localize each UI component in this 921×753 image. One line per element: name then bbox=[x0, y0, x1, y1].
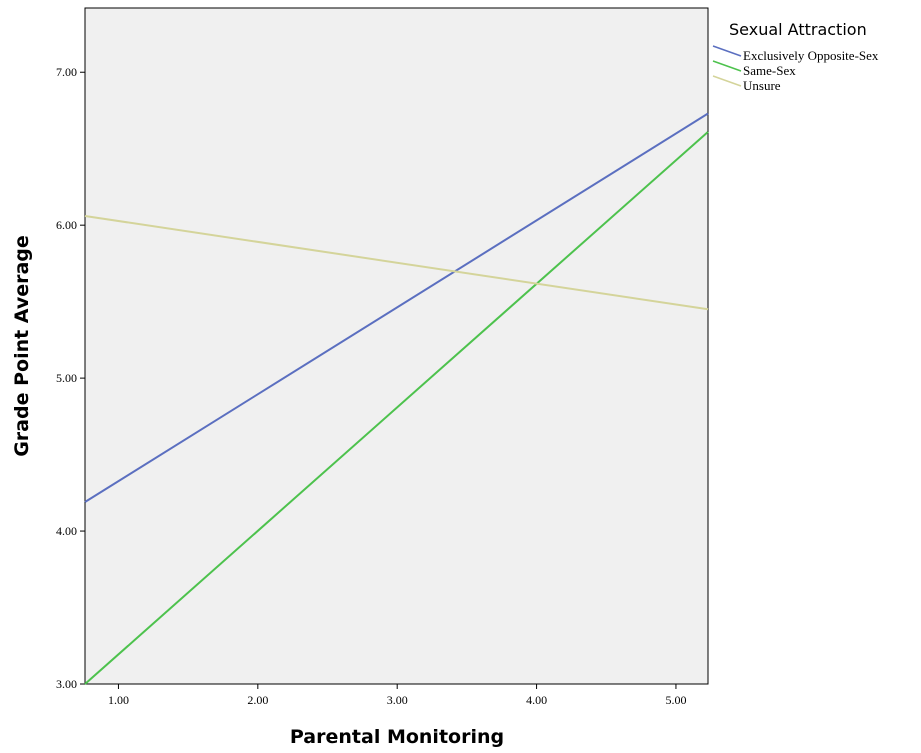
series-lines bbox=[84, 112, 709, 685]
series-line-exclusively-opposite-sex bbox=[84, 112, 709, 503]
y-axis: 3.00 4.00 5.00 6.00 7.00 bbox=[56, 65, 85, 691]
y-tick-label: 5.00 bbox=[56, 371, 77, 385]
legend-swatch bbox=[712, 45, 742, 57]
legend-title: Sexual Attraction bbox=[729, 20, 867, 39]
y-tick-label: 4.00 bbox=[56, 524, 77, 538]
y-tick-label: 3.00 bbox=[56, 677, 77, 691]
series-line-same-sex bbox=[84, 131, 709, 685]
x-tick-label: 4.00 bbox=[526, 693, 547, 707]
x-axis: 1.00 2.00 3.00 4.00 5.00 bbox=[108, 684, 686, 707]
legend-swatch bbox=[712, 75, 742, 87]
x-axis-title: Parental Monitoring bbox=[290, 726, 504, 748]
plot-area bbox=[84, 7, 709, 685]
y-tick-label: 6.00 bbox=[56, 218, 77, 232]
x-tick-label: 2.00 bbox=[247, 693, 268, 707]
x-tick-label: 3.00 bbox=[387, 693, 408, 707]
legend-swatch bbox=[712, 60, 742, 72]
y-axis-title: Grade Point Average bbox=[11, 235, 33, 457]
x-tick-label: 1.00 bbox=[108, 693, 129, 707]
y-tick-label: 7.00 bbox=[56, 65, 77, 79]
legend: Sexual Attraction Exclusively Opposite-S… bbox=[712, 20, 879, 93]
legend-label: Exclusively Opposite-Sex bbox=[743, 48, 879, 63]
x-tick-label: 5.00 bbox=[665, 693, 686, 707]
series-line-unsure bbox=[84, 215, 709, 311]
legend-label: Same-Sex bbox=[743, 63, 796, 78]
legend-label: Unsure bbox=[743, 78, 781, 93]
